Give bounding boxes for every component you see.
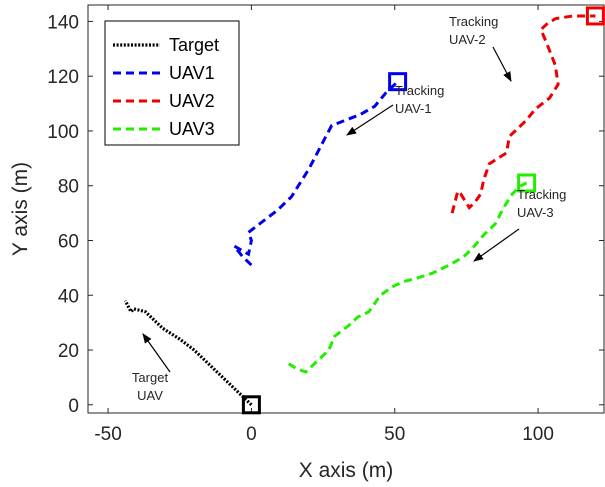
annotation-label: Tracking UAV-3 <box>517 187 566 220</box>
legend: Target UAV1 UAV2 UAV3 <box>104 20 240 146</box>
y-tick-label: 100 <box>47 122 79 143</box>
end-marker-uav3 <box>517 173 537 193</box>
annotation-line: Tracking <box>449 14 498 29</box>
legend-label-uav2: UAV2 <box>169 91 215 111</box>
y-tick-label: 20 <box>58 341 79 362</box>
annotation-label: Target UAV <box>132 370 169 403</box>
y-tick-label: 120 <box>47 67 79 88</box>
series-line-target <box>123 299 253 406</box>
annotation-line: Tracking <box>395 83 444 98</box>
annotation-arrow <box>346 104 394 136</box>
y-tick-label: 80 <box>58 177 79 198</box>
series-line-uav3 <box>287 181 528 374</box>
end-markers <box>241 6 605 415</box>
y-tick-label: 60 <box>58 231 79 252</box>
end-marker-target <box>241 395 261 415</box>
annotation-arrow <box>473 228 520 262</box>
legend-label-uav1: UAV1 <box>169 63 215 83</box>
annotation-arrow <box>492 46 512 82</box>
annotation-line: UAV-3 <box>517 205 554 220</box>
legend-label-target: Target <box>169 35 219 55</box>
x-tick-label: 100 <box>522 424 554 445</box>
series-lines <box>123 14 596 406</box>
annotation-line: UAV <box>137 388 163 403</box>
x-tick-label: 0 <box>246 424 257 445</box>
annotation-line: Tracking <box>517 187 566 202</box>
y-tick-label: 40 <box>58 286 79 307</box>
annotation-line: UAV-2 <box>449 32 486 47</box>
series-line-uav1 <box>233 80 399 267</box>
annotation-line: UAV-1 <box>395 101 432 116</box>
end-marker-uav1 <box>388 72 408 92</box>
legend-box <box>104 20 240 146</box>
annotation-arrow <box>142 333 171 373</box>
x-axis-label: X axis (m) <box>299 459 394 482</box>
y-tick-label: 140 <box>47 12 79 33</box>
legend-label-uav3: UAV3 <box>169 119 215 139</box>
annotation-label: Tracking UAV-1 <box>395 83 444 116</box>
y-axis-label: Y axis (m) <box>9 162 32 256</box>
axis-ticks: -50 0 50 100 0 20 40 60 80 100 120 140 <box>47 5 604 445</box>
series-line-uav2 <box>450 14 596 214</box>
x-tick-label: 50 <box>384 424 405 445</box>
x-tick-label: -50 <box>94 424 121 445</box>
y-tick-label: 0 <box>68 396 79 417</box>
annotation-label: Tracking UAV-2 <box>449 14 498 47</box>
end-marker-uav2 <box>585 6 605 26</box>
annotation-line: Target <box>132 370 169 385</box>
